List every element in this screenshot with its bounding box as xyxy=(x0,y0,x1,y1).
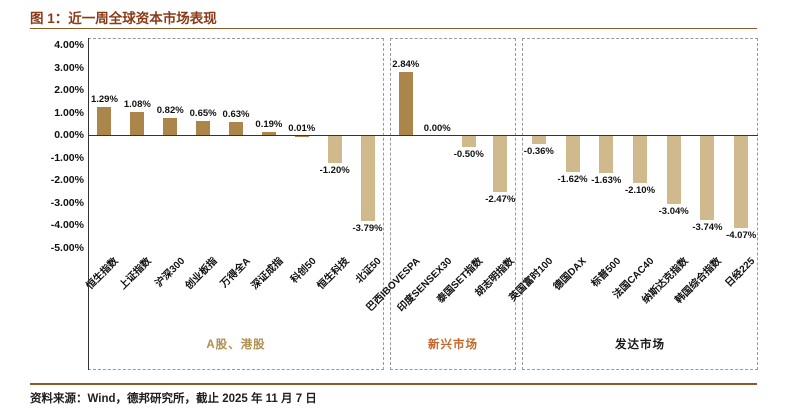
group-label: A股、港股 xyxy=(206,339,266,351)
y-tick-label: 3.00% xyxy=(54,61,84,74)
bar-value-label: -1.62% xyxy=(557,174,588,186)
bar xyxy=(666,136,681,205)
bar-value-label: -3.74% xyxy=(692,222,723,234)
bar-value-label: 0.63% xyxy=(222,108,250,120)
bar xyxy=(163,117,178,136)
bar-value-label: -0.50% xyxy=(453,149,484,161)
bar xyxy=(633,136,647,184)
bar-value-label: 0.19% xyxy=(255,118,283,130)
y-axis-line xyxy=(88,38,89,370)
y-tick-label: -1.00% xyxy=(50,151,84,164)
bar-value-label: 0.00% xyxy=(423,123,451,134)
bar xyxy=(130,111,145,136)
group-box xyxy=(88,38,384,370)
y-tick-label: -3.00% xyxy=(50,196,84,209)
y-tick-label: 2.00% xyxy=(54,84,84,96)
bar-value-label: 0.65% xyxy=(189,108,217,120)
group-box xyxy=(390,38,516,370)
y-tick-label: -2.00% xyxy=(50,174,84,186)
y-tick-label: 0.00% xyxy=(54,129,84,141)
bar-value-label: 0.82% xyxy=(156,104,184,116)
bar-value-label: -1.63% xyxy=(591,174,622,186)
title-underline xyxy=(30,28,757,29)
bar xyxy=(599,136,614,173)
bar xyxy=(734,136,749,228)
bar xyxy=(261,131,276,136)
bar xyxy=(461,136,476,148)
bar-value-label: -3.04% xyxy=(658,206,689,218)
bar-value-label: 2.84% xyxy=(392,59,420,71)
bar xyxy=(493,136,508,192)
group-label: 发达市场 xyxy=(615,339,665,351)
bar-value-label: -3.79% xyxy=(352,223,383,235)
bar xyxy=(398,72,413,136)
source-note: 资料来源：Wind，德邦研究所，截止 2025 年 11 月 7 日 xyxy=(30,393,317,405)
bar-value-label: 1.08% xyxy=(123,98,151,110)
bar-value-label: -0.36% xyxy=(523,146,554,158)
bar xyxy=(531,136,546,145)
group-box xyxy=(522,38,758,370)
bar xyxy=(327,136,342,163)
bar-value-label: 1.29% xyxy=(90,93,118,105)
y-tick-label: -5.00% xyxy=(50,241,84,254)
bar xyxy=(700,136,715,221)
figure-title: 图 1：近一周全球资本市场表现 xyxy=(30,11,217,26)
bar-value-label: -1.20% xyxy=(319,165,350,176)
bar xyxy=(229,121,243,136)
y-tick-label: 4.00% xyxy=(54,39,84,51)
bar-value-label: 0.01% xyxy=(288,122,316,134)
bar-value-label: -2.47% xyxy=(485,193,516,205)
bar xyxy=(97,106,112,136)
bar xyxy=(196,121,211,136)
bar-value-label: -4.07% xyxy=(726,229,757,241)
zero-line xyxy=(88,135,758,136)
group-label: 新兴市场 xyxy=(428,339,478,351)
footer-rule xyxy=(30,383,757,385)
y-tick-label: 1.00% xyxy=(54,106,84,119)
bar xyxy=(565,136,580,173)
bar-value-label: -2.10% xyxy=(624,185,656,197)
bar xyxy=(360,136,375,222)
y-tick-label: -4.00% xyxy=(50,219,84,231)
